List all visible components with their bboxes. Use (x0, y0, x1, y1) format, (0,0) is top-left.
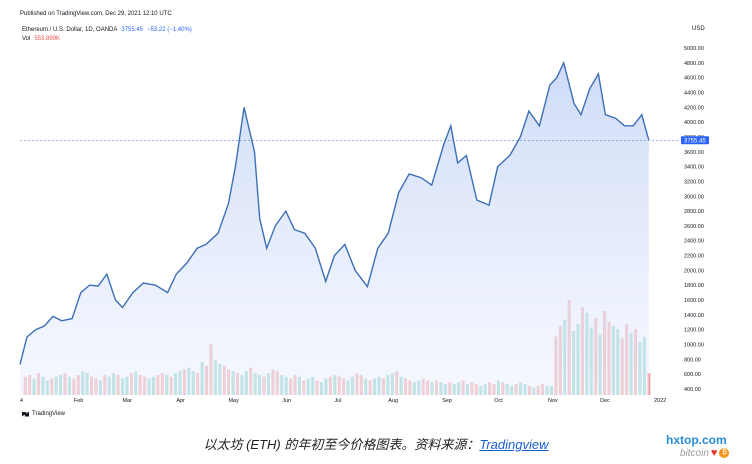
symbol-label[interactable]: Ethereum / U.S. Dollar, 1D, OANDA (22, 27, 118, 33)
caption-source-link[interactable]: Tradingview (479, 437, 549, 452)
y-tick-label: 4800.00 (684, 61, 704, 67)
x-tick-label: 4 (20, 398, 23, 404)
published-line: Published on TradingView.com, Dec 29, 20… (20, 11, 172, 17)
legend-change: −53.22 (−1.40%) (147, 27, 192, 33)
x-tick-label: Sep (442, 398, 452, 404)
watermark-sub: bitcoin ♥ ₿ (680, 447, 730, 459)
y-tick-label: 2000.00 (684, 268, 704, 274)
price-area (20, 62, 649, 396)
y-tick-label: 2200.00 (684, 254, 704, 260)
volume-label: Vol (22, 36, 31, 42)
y-tick-label: 4200.00 (684, 105, 704, 111)
y-tick-label: 1800.00 (684, 283, 704, 289)
x-tick-label: Mar (122, 398, 132, 404)
tradingview-brand: TradingView (32, 411, 66, 417)
last-price-tag (681, 136, 709, 145)
caption-text: 以太坊 (ETH) 的年初至今价格图表。资料来源： (203, 437, 480, 452)
y-tick-label: 4600.00 (684, 76, 704, 82)
y-tick-label: 3400.00 (684, 165, 704, 171)
figure-caption: 以太坊 (ETH) 的年初至今价格图表。资料来源：Tradingview (0, 434, 752, 453)
y-tick-label: 4400.00 (684, 90, 704, 96)
x-tick-label: Dec (600, 398, 610, 404)
y-tick-label: 1400.00 (684, 313, 704, 319)
y-tick-label: 4000.00 (684, 120, 704, 126)
x-tick-label: Jun (282, 398, 291, 404)
y-tick-label: 1600.00 (684, 298, 704, 304)
y-tick-label: 600.00 (684, 372, 701, 378)
y-tick-label: 1000.00 (684, 343, 704, 349)
x-tick-label: Jul (334, 398, 341, 404)
y-tick-label: 3600.00 (684, 150, 704, 156)
x-tick-label: Apr (176, 398, 185, 404)
y-tick-label: 1200.00 (684, 328, 704, 334)
tradingview-logo[interactable]: TradingView (22, 411, 65, 417)
price-line (19, 60, 650, 365)
x-tick-label: May (228, 398, 239, 404)
price-unit: USD (692, 26, 705, 32)
y-tick-label: 800.00 (684, 357, 701, 363)
legend-price: 3755.45 (121, 27, 144, 33)
y-tick-label: 3000.00 (684, 194, 704, 200)
watermark-sub-text: bitcoin (680, 447, 709, 459)
y-tick-label: 3200.00 (684, 179, 704, 185)
tradingview-logo-icon (22, 411, 29, 417)
y-tick-label: 400.00 (684, 387, 701, 393)
last-price-text: 3755.45 (684, 138, 706, 144)
y-tick-label: 5000.00 (684, 46, 704, 52)
x-tick-label: Aug (388, 398, 398, 404)
x-tick-label: Nov (548, 398, 558, 404)
watermark-site: hxtop.com (666, 433, 727, 447)
heart-icon: ♥ (710, 447, 718, 459)
y-tick-label: 2400.00 (684, 239, 704, 245)
y-tick-label: 2600.00 (684, 224, 704, 230)
y-tick-label: 2800.00 (684, 209, 704, 215)
price-chart[interactable]: 400.00 600.00 800.00 1000.00 1200.00 1400.00 1… (0, 0, 752, 430)
x-tick-label: Feb (74, 398, 83, 404)
volume-value: 553.899K (34, 36, 61, 42)
bitcoin-icon: ₿ (719, 448, 730, 458)
x-tick-label: 2022 (654, 398, 666, 404)
x-tick-label: Oct (494, 398, 503, 404)
chart-legend: Ethereum / U.S. Dollar, 1D, OANDA 3755.45… (22, 26, 192, 44)
